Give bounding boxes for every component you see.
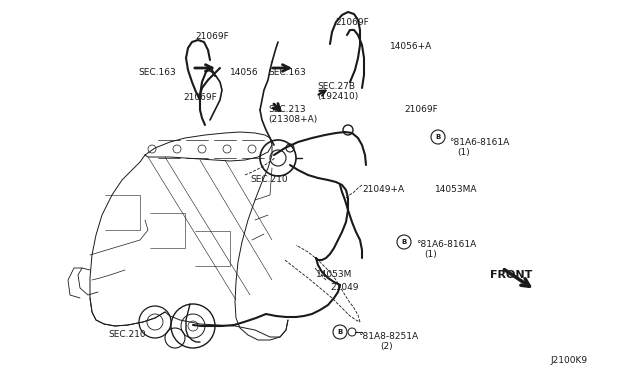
Text: °81A6-8161A: °81A6-8161A: [449, 138, 509, 147]
Text: 14053M: 14053M: [316, 270, 353, 279]
Text: (192410): (192410): [317, 92, 358, 101]
Text: SEC.213: SEC.213: [268, 105, 306, 114]
Text: (2): (2): [380, 342, 392, 351]
Text: SEC.210: SEC.210: [108, 330, 146, 339]
Text: 14053MA: 14053MA: [435, 185, 477, 194]
Text: °81A8-8251A: °81A8-8251A: [358, 332, 418, 341]
Text: 21069F: 21069F: [404, 105, 438, 114]
Text: 21069F: 21069F: [195, 32, 228, 41]
Text: °81A6-8161A: °81A6-8161A: [416, 240, 476, 249]
Text: 21069F: 21069F: [335, 18, 369, 27]
Text: B: B: [435, 134, 440, 140]
Text: 21049+A: 21049+A: [362, 185, 404, 194]
Text: 21049: 21049: [330, 283, 358, 292]
Text: SEC.210: SEC.210: [250, 175, 287, 184]
Text: SEC.27B: SEC.27B: [317, 82, 355, 91]
Text: 14056: 14056: [230, 68, 259, 77]
Text: FRONT: FRONT: [490, 270, 532, 280]
Text: SEC.163: SEC.163: [138, 68, 176, 77]
Text: 14056+A: 14056+A: [390, 42, 432, 51]
Text: B: B: [401, 239, 406, 245]
Text: SEC.163: SEC.163: [268, 68, 306, 77]
Text: B: B: [337, 329, 342, 335]
Text: (1): (1): [424, 250, 436, 259]
Text: (21308+A): (21308+A): [268, 115, 317, 124]
Text: (1): (1): [457, 148, 470, 157]
Text: 21069F: 21069F: [183, 93, 217, 102]
Text: J2100K9: J2100K9: [550, 356, 587, 365]
